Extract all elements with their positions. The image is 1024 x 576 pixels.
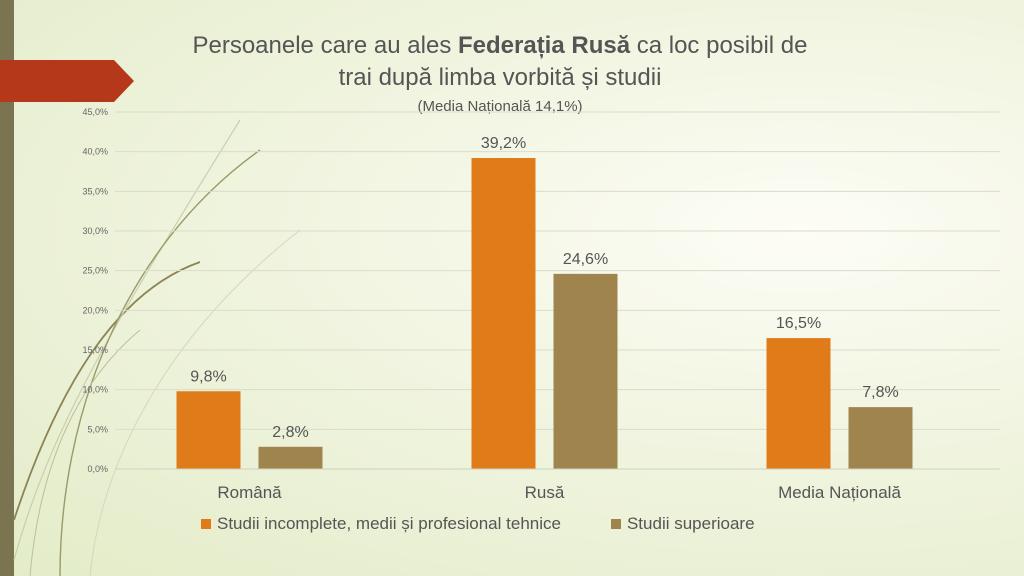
title-suffix: ca loc posibil de: [630, 32, 808, 59]
title-line-2: trai după limba vorbită și studii: [338, 64, 662, 91]
legend-swatch-series-2: [610, 519, 621, 529]
y-tick-label: 5,0%: [87, 424, 108, 434]
arrow-banner: [0, 60, 134, 102]
title-subtitle: (Media Națională 14,1%): [417, 98, 583, 115]
title-prefix: Persoanele care au ales: [192, 32, 458, 59]
y-tick-label: 25,0%: [82, 266, 108, 276]
x-category-label: Rusă: [525, 483, 565, 502]
data-label: 16,5%: [776, 315, 821, 332]
data-label: 9,8%: [190, 368, 226, 385]
legend-label-series-2: Studii superioare: [626, 514, 755, 533]
bar-series-2: [553, 273, 618, 469]
data-label: 2,8%: [272, 424, 308, 441]
legend-swatch-series-1: [201, 519, 211, 529]
y-tick-label: 20,0%: [82, 305, 108, 315]
bar-series-2: [258, 446, 323, 469]
y-tick-label: 10,0%: [82, 385, 108, 395]
y-tick-label: 40,0%: [82, 147, 108, 157]
bar-series-1: [766, 338, 831, 469]
x-category-label: Română: [217, 483, 282, 502]
data-label: 24,6%: [563, 251, 608, 268]
data-label: 39,2%: [481, 135, 526, 152]
y-tick-label: 30,0%: [82, 226, 108, 236]
legend-label-series-1: Studii incomplete, medii și profesional …: [217, 514, 561, 533]
bar-series-2: [848, 407, 913, 469]
y-tick-label: 0,0%: [87, 464, 108, 474]
y-tick-label: 45,0%: [82, 107, 108, 117]
legend-item-series-1: Studii incomplete, medii și profesional …: [201, 514, 561, 534]
y-tick-label: 35,0%: [82, 186, 108, 196]
y-tick-label: 15,0%: [82, 345, 108, 355]
left-accent-strip: [0, 0, 14, 576]
chart-legend: Studii incomplete, medii și profesional …: [201, 514, 805, 534]
data-label: 7,8%: [862, 384, 898, 401]
x-category-label: Media Națională: [778, 483, 901, 502]
title-line-1: Persoanele care au ales Federația Rusă c…: [150, 30, 850, 62]
legend-item-series-2: Studii superioare: [610, 514, 755, 534]
bar-series-1: [176, 391, 241, 469]
chart-title: Persoanele care au ales Federația Rusă c…: [150, 30, 850, 118]
title-bold: Federația Rusă: [457, 32, 631, 59]
bar-series-1: [471, 158, 536, 469]
